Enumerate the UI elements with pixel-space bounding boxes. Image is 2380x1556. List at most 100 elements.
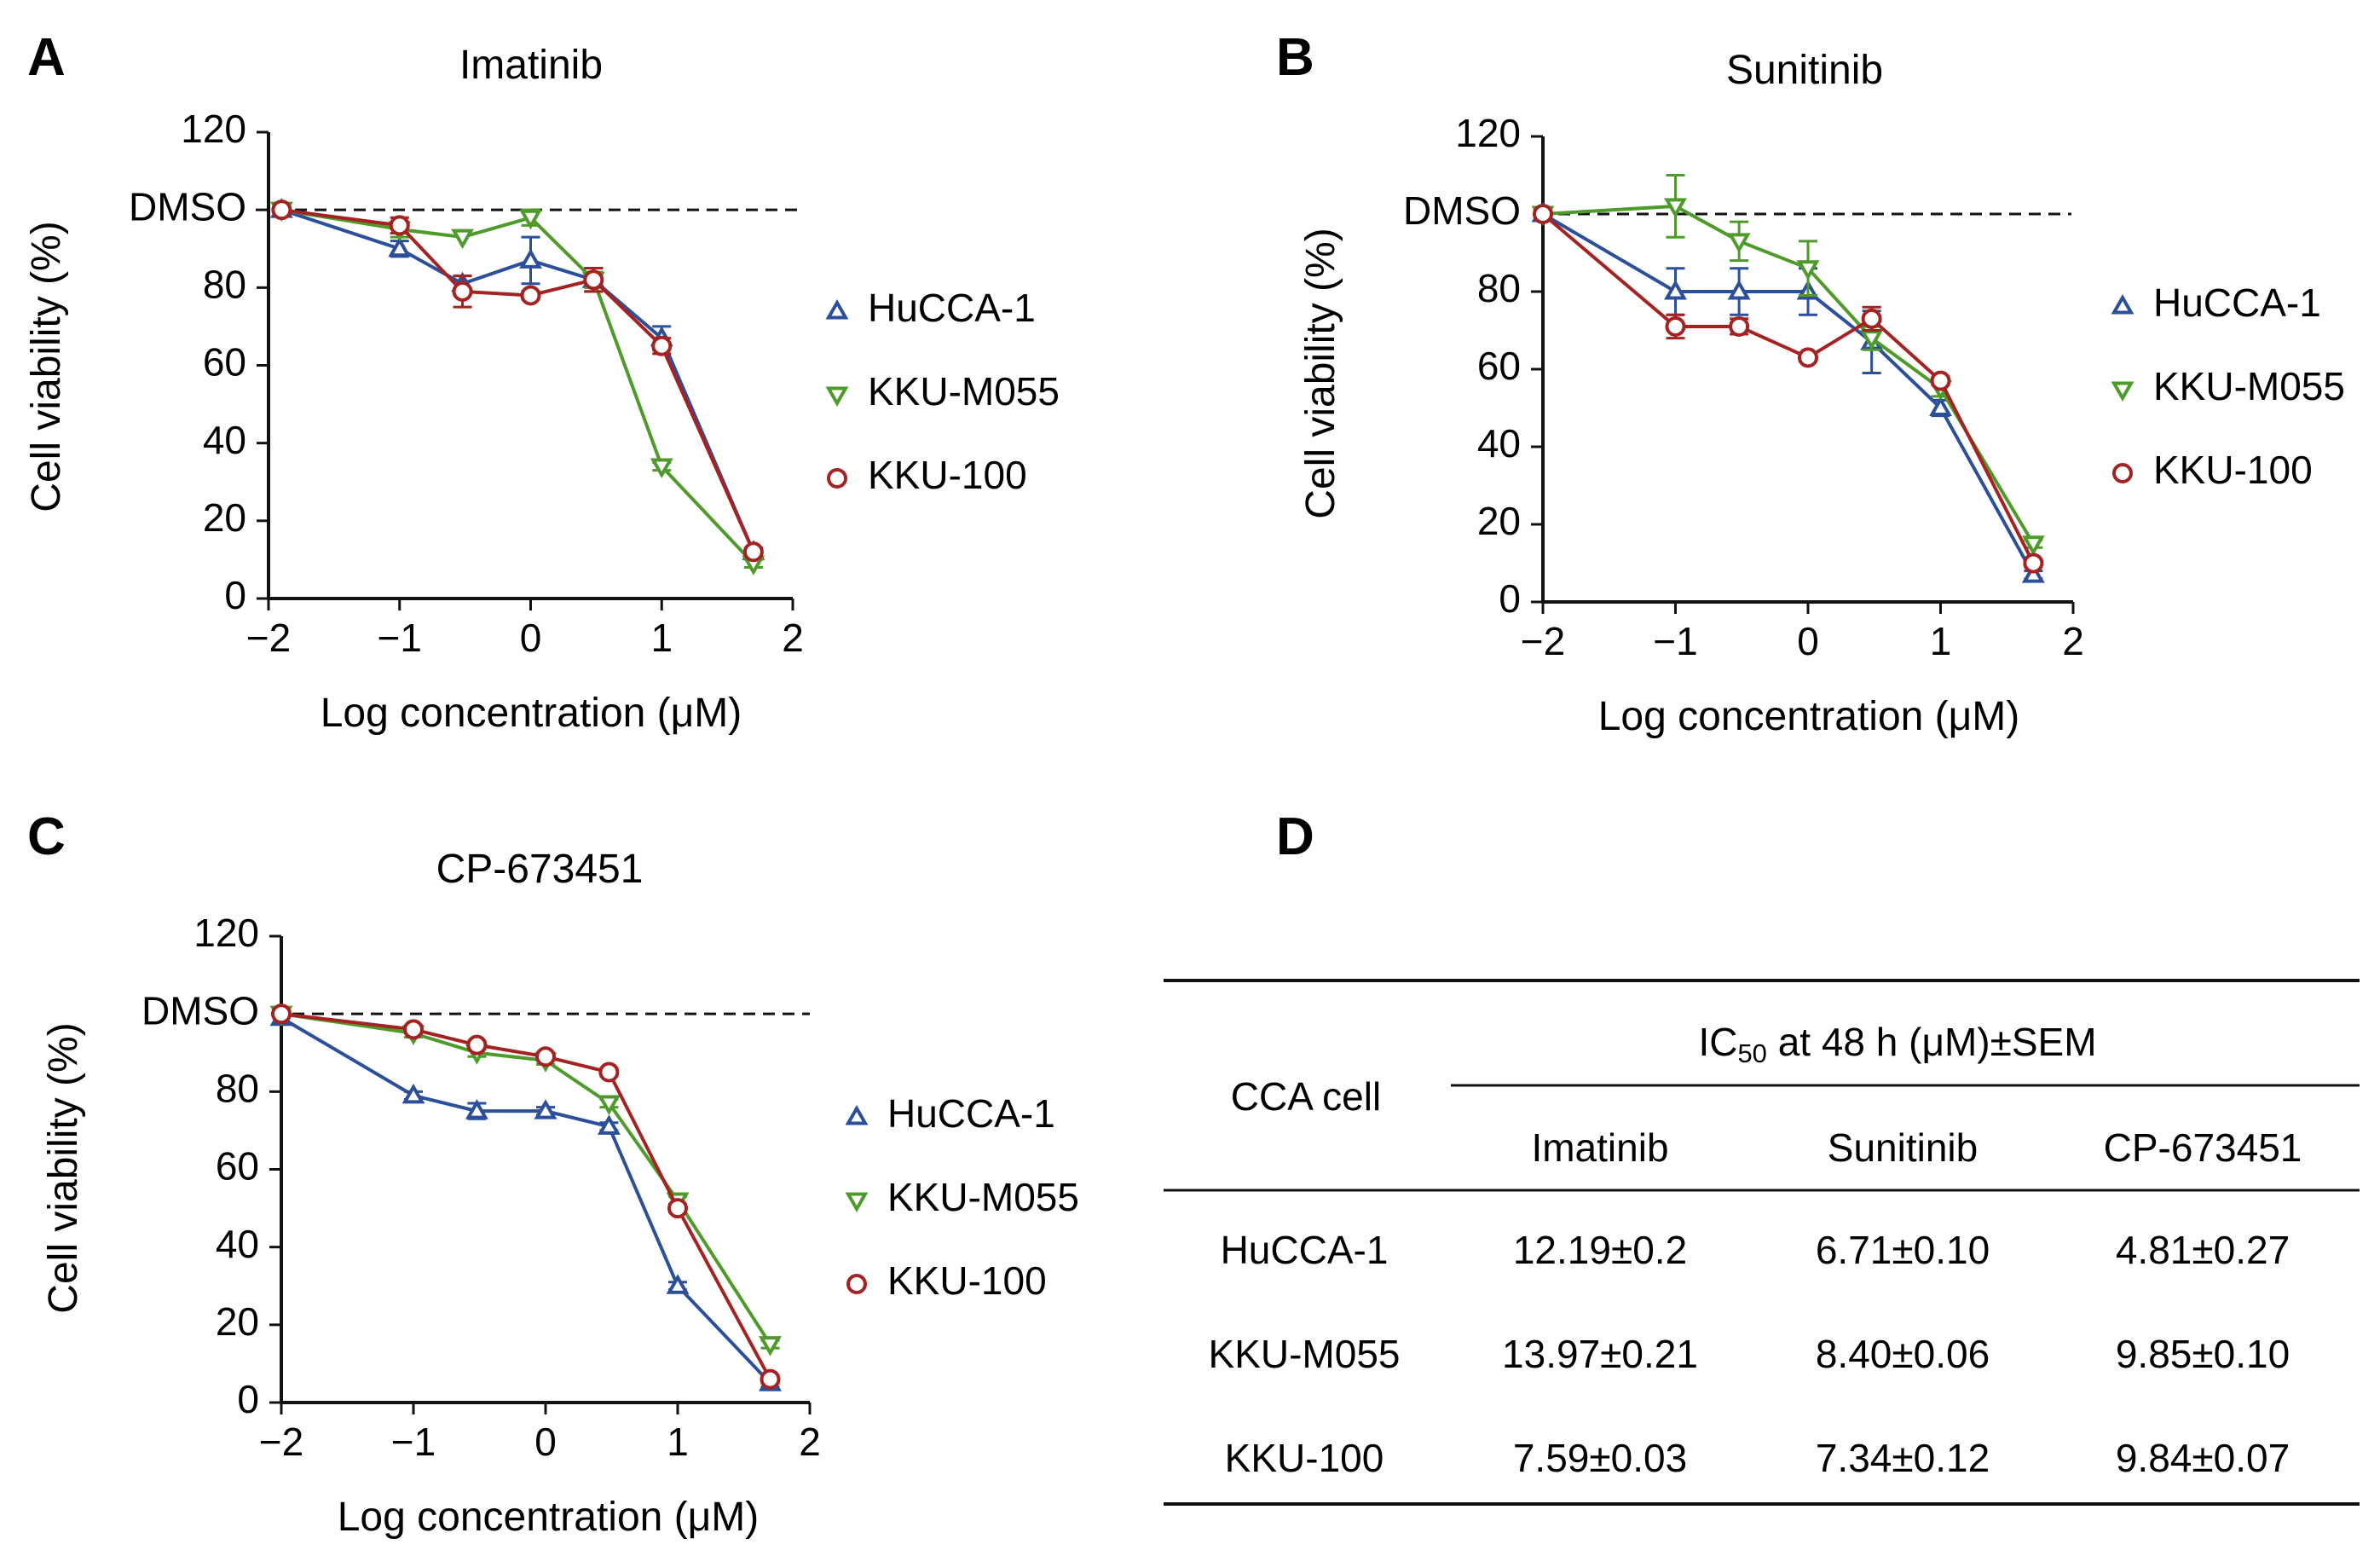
series-kku-100-point	[1729, 315, 1750, 337]
series-hucca-1-point	[465, 1099, 488, 1119]
col-header-cp673451: CP-673451	[2104, 1125, 2302, 1170]
row-cell-name: KKU-M055	[1209, 1332, 1401, 1376]
legend-label: KKU-100	[2153, 448, 2313, 492]
row-value: 9.85±0.10	[2116, 1332, 2290, 1376]
panel-c-plot	[269, 1004, 782, 1391]
series-kku-100-line	[281, 208, 755, 553]
series-kku-m055-point	[1860, 330, 1884, 350]
y-tick-label: 0	[1499, 576, 1521, 621]
series-kku-100-point	[760, 1368, 781, 1390]
series-kku-100-point	[651, 335, 673, 356]
legend-marker-triangle-up	[825, 298, 849, 320]
series-hucca-1-point	[388, 236, 412, 257]
panel-b-axes	[1541, 136, 2073, 604]
panel-letter-c: C	[27, 807, 66, 866]
legend-entry-kku-100: KKU-100	[2112, 448, 2313, 492]
row-cell-name: KKU-100	[1225, 1436, 1384, 1480]
series-kku-m055-point	[597, 1095, 621, 1116]
series-kku-m055	[1531, 174, 2045, 556]
x-tick-label: 2	[799, 1420, 821, 1464]
legend-label: KKU-100	[868, 453, 1027, 497]
panel-c-y-label: Cell viability (%)	[41, 1022, 86, 1313]
panel-c-dmso-label: DMSO	[142, 988, 259, 1033]
series-kku-100-point	[1798, 347, 1818, 368]
x-tick-label: 1	[1930, 619, 1952, 663]
y-tick-label: 20	[203, 495, 246, 540]
y-tick-label: 20	[216, 1299, 259, 1344]
series-kku-100	[271, 1004, 781, 1390]
ic-subscript: 50	[1737, 1038, 1766, 1068]
row-value: 8.40±0.06	[1816, 1332, 1990, 1376]
panel-a-y-label: Cell viability (%)	[24, 221, 69, 512]
legend-entry-kku-100: KKU-100	[846, 1258, 1047, 1303]
panel-c-legend: HuCCA-1 KKU-M055 KKU-100	[845, 1091, 1079, 1303]
series-kku-100-point	[1665, 315, 1686, 337]
panel-c-x-ticks: −2 −1 0 1 2	[259, 1403, 821, 1464]
legend-entry-kku-100: KKU-100	[827, 453, 1027, 497]
y-tick-label: 120	[194, 911, 259, 955]
panel-c-y-ticks: 0 20 40 60 80 120	[194, 911, 281, 1421]
legend-marker-triangle-down	[2111, 381, 2134, 402]
legend-marker-triangle-down	[845, 1192, 869, 1213]
row-value: 13.97±0.21	[1502, 1332, 1698, 1376]
series-kku-m055-line	[280, 1012, 772, 1345]
series-kku-100-point	[1930, 370, 1951, 391]
legend-label: KKU-M055	[2153, 364, 2345, 408]
legend-entry-hucca-1: HuCCA-1	[845, 1091, 1055, 1136]
panel-b-x-ticks: −2 −1 0 1 2	[1521, 602, 2084, 663]
row-value: 6.71±0.10	[1816, 1228, 1990, 1272]
series-kku-m055-point	[519, 209, 542, 230]
series-kku-100-point	[403, 1019, 424, 1040]
panel-b-legend: HuCCA-1 KKU-M055 KKU-100	[2111, 281, 2345, 492]
x-tick-label: −2	[1521, 619, 1565, 663]
series-hucca-1-point	[1929, 396, 1952, 416]
legend-entry-kku-m055: KKU-M055	[2111, 364, 2345, 408]
panel-c-title: CP-673451	[436, 847, 644, 892]
series-kku-100-point	[583, 269, 604, 291]
series-kku-100-point	[271, 1004, 292, 1025]
table-header-group: IC50 at 48 h (μM)±SEM	[1698, 1020, 2096, 1068]
legend-marker-triangle-down	[825, 386, 849, 408]
series-kku-m055-point	[451, 228, 474, 250]
panel-a-plot	[269, 198, 765, 576]
table-row: KKU-100 7.59±0.03 7.34±0.12 9.84±0.07	[1225, 1436, 2290, 1480]
series-hucca-1-point	[666, 1274, 690, 1294]
series-hucca-1	[269, 198, 765, 560]
y-tick-label: 60	[203, 340, 246, 385]
legend-marker-triangle-up	[845, 1104, 869, 1125]
y-tick-label: 40	[203, 418, 246, 462]
panel-c-x-label: Log concentration (μM)	[338, 1495, 760, 1540]
table-row: KKU-M055 13.97±0.21 8.40±0.06 9.85±0.10	[1209, 1332, 2290, 1376]
series-kku-100-line	[280, 1012, 772, 1380]
y-tick-label: 60	[1477, 344, 1521, 388]
series-kku-100-point	[1861, 308, 1882, 329]
series-kku-m055-point	[759, 1336, 782, 1356]
series-kku-m055-point	[1796, 260, 1820, 281]
row-value: 12.19±0.2	[1513, 1228, 1687, 1272]
y-tick-label: 60	[216, 1144, 259, 1189]
panel-a-x-ticks: −2 −1 0 1 2	[246, 599, 804, 660]
panel-b-title: Sunitinib	[1726, 48, 1883, 93]
legend-label: HuCCA-1	[868, 286, 1036, 330]
series-kku-100-point	[667, 1198, 688, 1219]
x-tick-label: −1	[391, 1420, 436, 1464]
series-hucca-1-line	[280, 208, 755, 553]
x-tick-label: 0	[534, 1420, 557, 1464]
panel-a-y-ticks: 0 20 40 60 80 120	[181, 107, 269, 617]
panel-b-plot	[1531, 174, 2045, 583]
ic-label: IC	[1698, 1020, 1737, 1064]
series-kku-100-point	[1533, 204, 1553, 224]
series-hucca-1-point	[534, 1099, 557, 1119]
series-hucca-1-point	[1727, 279, 1751, 300]
x-tick-label: 2	[2062, 619, 2084, 663]
series-kku-m055-point	[2021, 535, 2045, 556]
row-value: 4.81±0.27	[2116, 1228, 2290, 1272]
panel-a: A Imatinib 0 20 40 60 80 120 −2 −1 0 1 2 DMSO Log…	[24, 28, 1060, 736]
y-tick-label: 40	[1477, 421, 1521, 466]
series-kku-m055-point	[1664, 198, 1687, 218]
legend-marker-circle	[2112, 463, 2133, 483]
series-kku-100	[271, 200, 764, 563]
row-value: 7.34±0.12	[1816, 1436, 1990, 1480]
legend-entry-kku-m055: KKU-M055	[825, 369, 1060, 414]
